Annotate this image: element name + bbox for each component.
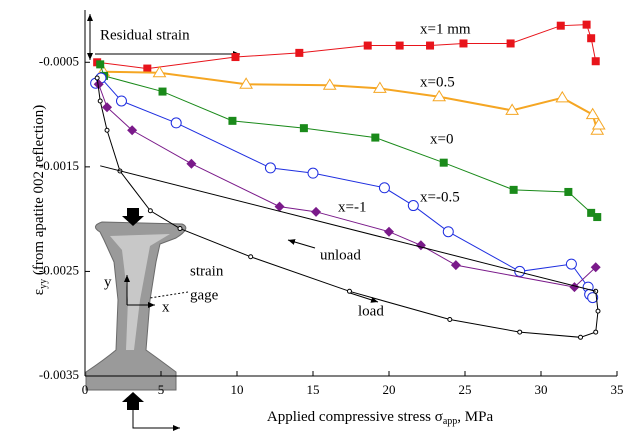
marker <box>311 207 321 217</box>
marker <box>379 183 389 193</box>
marker <box>143 65 151 73</box>
specimen-image <box>86 208 188 428</box>
marker <box>96 60 104 68</box>
marker <box>564 188 572 196</box>
marker <box>308 168 318 178</box>
marker <box>592 57 600 65</box>
marker <box>440 159 448 167</box>
annotation: y <box>104 274 112 290</box>
marker <box>171 118 181 128</box>
marker <box>566 259 576 269</box>
annotation: strain <box>190 263 224 279</box>
arrow <box>288 240 315 248</box>
label-sub: app <box>443 416 457 427</box>
y-label: εyy (from apatite 002 reflection) <box>31 105 49 295</box>
marker <box>116 96 126 106</box>
marker <box>105 128 109 132</box>
marker <box>448 318 452 322</box>
x-tick-label: 35 <box>611 382 624 397</box>
series-label: load <box>358 303 384 319</box>
marker <box>518 330 522 334</box>
marker <box>396 42 404 50</box>
x-tick-label: 25 <box>459 382 472 397</box>
y-tick-label: -0.0005 <box>39 53 79 68</box>
x-tick-label: 0 <box>82 382 89 397</box>
marker <box>148 209 152 213</box>
marker <box>416 240 426 250</box>
marker <box>556 92 568 102</box>
x-tick-label: 5 <box>158 382 165 397</box>
marker <box>384 227 394 237</box>
marker <box>443 227 453 237</box>
series-label: x=1 mm <box>420 21 471 37</box>
annotation: gage <box>190 287 219 303</box>
x-tick-label: 10 <box>231 382 244 397</box>
marker <box>228 117 236 125</box>
marker <box>579 335 583 339</box>
y-tick-label: -0.0035 <box>39 367 79 382</box>
marker <box>557 22 565 30</box>
series-line <box>96 78 593 298</box>
marker <box>347 289 351 293</box>
label-tail: (from apatite 002 reflection) <box>31 105 47 279</box>
marker <box>98 99 102 103</box>
marker <box>583 21 591 29</box>
label-text: Applied compressive stress σ <box>267 409 443 425</box>
marker <box>300 124 308 132</box>
marker <box>510 186 518 194</box>
marker <box>507 39 515 47</box>
marker <box>295 49 303 57</box>
marker <box>186 159 196 169</box>
marker <box>178 227 182 231</box>
series-label: x=0 <box>430 131 453 147</box>
marker <box>408 201 418 211</box>
chart: Residual strain strain gage y x -0.0005 -… <box>0 0 638 437</box>
x-tick-label: 15 <box>307 382 320 397</box>
marker <box>364 42 372 50</box>
x-tick-label: 20 <box>383 382 396 397</box>
annotation: Residual strain <box>100 27 190 43</box>
x-label: Applied compressive stress σapp, MPa <box>267 409 494 427</box>
label-tail: , MPa <box>457 409 493 425</box>
marker <box>587 109 599 119</box>
marker <box>596 309 600 313</box>
series-label: x=0.5 <box>420 74 455 90</box>
marker <box>451 260 461 270</box>
marker <box>594 330 598 334</box>
series-label: x=-0.5 <box>420 189 460 205</box>
marker <box>593 213 601 221</box>
marker <box>587 34 595 42</box>
marker <box>459 39 467 47</box>
series-label: unload <box>320 247 361 263</box>
marker <box>231 53 239 61</box>
series-label: x=-1 <box>338 199 366 215</box>
marker <box>371 134 379 142</box>
marker <box>159 88 167 96</box>
label-sub: yy <box>38 279 49 289</box>
annotation: x <box>162 299 170 315</box>
marker <box>265 163 275 173</box>
marker <box>95 76 99 80</box>
marker <box>426 42 434 50</box>
x-tick-label: 30 <box>535 382 548 397</box>
arrow <box>350 293 378 302</box>
marker <box>249 255 253 259</box>
